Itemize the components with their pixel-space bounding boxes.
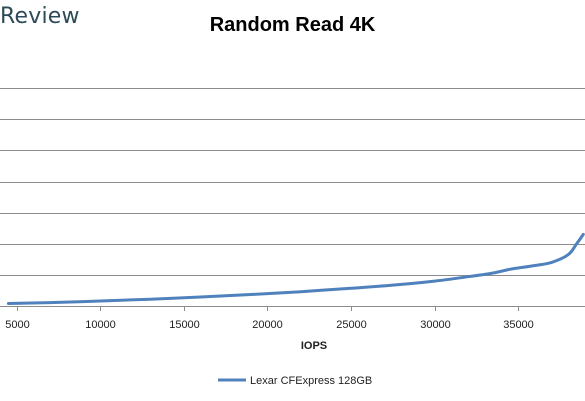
x-tick-label-35000: 35000 xyxy=(503,319,534,331)
x-tick-label-10000: 10000 xyxy=(85,319,116,331)
legend-label: Lexar CFExpress 128GB xyxy=(250,375,372,387)
x-tick-label-15000: 15000 xyxy=(169,319,200,331)
x-axis-title: IOPS xyxy=(301,340,327,352)
gridlines xyxy=(0,88,585,276)
site-logo: Review xyxy=(0,4,80,29)
x-tick-label-20000: 20000 xyxy=(252,319,283,331)
x-tick-label-5000: 5000 xyxy=(5,319,29,331)
x-tick-label-25000: 25000 xyxy=(336,319,367,331)
chart-title: Random Read 4K xyxy=(209,14,376,36)
x-tick-label-30000: 30000 xyxy=(420,319,451,331)
x-axis-ticks: 5000 10000 15000 20000 25000 30000 35000 xyxy=(5,306,534,331)
legend: Lexar CFExpress 128GB xyxy=(218,375,372,387)
series-line-lexar-cfexpress-128gb xyxy=(6,232,585,305)
